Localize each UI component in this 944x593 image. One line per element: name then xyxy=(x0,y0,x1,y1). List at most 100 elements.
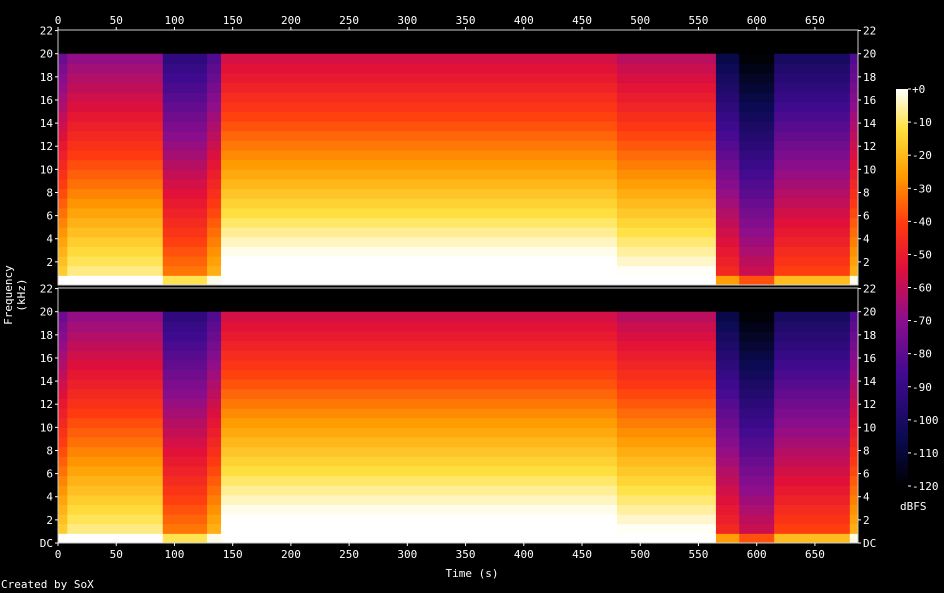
spectrogram-cell xyxy=(849,236,859,247)
spectrogram-cell xyxy=(715,101,740,113)
spectrogram-cell xyxy=(207,188,222,199)
x-tick-label: 600 xyxy=(747,548,767,561)
spectrogram-cell xyxy=(774,92,851,103)
spectrogram-cell xyxy=(162,53,208,64)
spectrogram-cell xyxy=(616,178,717,190)
spectrogram-cell xyxy=(207,92,222,103)
spectrogram-cell xyxy=(67,465,164,477)
x-tick-label: 100 xyxy=(165,548,185,561)
spectrogram-cell xyxy=(774,217,851,228)
spectrogram-cell xyxy=(67,504,164,515)
y-tick-label: 16 xyxy=(863,94,876,107)
spectrogram-cell xyxy=(162,275,208,286)
spectrogram-cell xyxy=(221,265,618,276)
spectrogram-cell xyxy=(739,369,775,380)
spectrogram-cell xyxy=(739,159,775,170)
spectrogram-cell xyxy=(715,92,740,103)
spectrogram-cell xyxy=(849,217,859,228)
colorbar-tick-label: -100 xyxy=(912,414,939,427)
spectrogram-cell xyxy=(849,121,859,132)
spectrogram-cell xyxy=(67,178,164,190)
colorbar xyxy=(896,89,908,486)
spectrogram-cell xyxy=(162,311,208,322)
spectrogram-cell xyxy=(616,504,717,515)
spectrogram-cell xyxy=(162,265,208,276)
spectrogram-cell xyxy=(58,256,68,267)
spectrogram-cell xyxy=(67,246,164,257)
spectrogram-cell xyxy=(774,188,851,199)
spectrogram-cell xyxy=(849,82,859,93)
spectrogram-cell xyxy=(774,494,851,505)
x-tick-label: 100 xyxy=(165,14,185,27)
spectrogram-cell xyxy=(67,456,164,467)
y-tick-label: 14 xyxy=(40,375,54,388)
spectrogram-cell xyxy=(67,227,164,238)
y-tick-label: 16 xyxy=(863,352,876,365)
spectrogram-cell xyxy=(67,427,164,438)
colorbar-tick-label: -40 xyxy=(912,215,932,228)
spectrogram-cell xyxy=(67,379,164,390)
y-tick-label: 6 xyxy=(863,210,870,223)
spectrogram-cell xyxy=(849,150,859,161)
spectrogram-cell xyxy=(58,514,68,525)
spectrogram-cell xyxy=(739,514,775,525)
spectrogram-cell xyxy=(58,169,68,180)
spectrogram-cell xyxy=(849,169,859,180)
x-tick-label: 300 xyxy=(397,548,417,561)
spectrogram-cell xyxy=(221,236,618,247)
spectrogram-cell xyxy=(58,533,68,544)
spectrogram-cell xyxy=(774,465,851,477)
spectrogram-cell xyxy=(616,140,717,151)
spectrogram-cell xyxy=(849,514,859,525)
y-tick-label: 2 xyxy=(863,514,870,527)
spectrogram-cell xyxy=(774,246,851,257)
spectrogram-cell xyxy=(616,340,717,351)
spectrogram-cell xyxy=(221,311,618,322)
spectrogram-cell xyxy=(715,436,740,448)
spectrogram-cell xyxy=(616,398,717,409)
spectrogram-cell xyxy=(774,198,851,209)
spectrogram-cell xyxy=(774,398,851,409)
spectrogram-cell xyxy=(715,82,740,93)
spectrogram-cell xyxy=(849,359,859,371)
spectrogram-cell xyxy=(715,169,740,180)
spectrogram-cell xyxy=(162,504,208,515)
spectrogram-cell xyxy=(221,121,618,132)
spectrogram-cell xyxy=(715,72,740,84)
spectrogram-cell xyxy=(67,369,164,380)
spectrogram-cell xyxy=(58,236,68,247)
spectrogram-cell xyxy=(739,446,775,457)
spectrogram-cell xyxy=(616,475,717,486)
y-tick-label: 10 xyxy=(40,421,53,434)
spectrogram-cell xyxy=(58,159,68,170)
spectrogram-cell xyxy=(162,246,208,257)
colorbar-tick-label: -30 xyxy=(912,182,932,195)
spectrogram-cell xyxy=(774,63,851,74)
y-tick-label: 18 xyxy=(40,329,53,342)
spectrogram-cell xyxy=(58,111,68,122)
spectrogram-cell xyxy=(849,140,859,151)
spectrogram-cell xyxy=(207,485,222,496)
spectrogram-cell xyxy=(849,523,859,534)
spectrogram-cell xyxy=(207,207,222,219)
spectrogram-cell xyxy=(162,456,208,467)
spectrogram-cell xyxy=(221,321,618,332)
spectrogram-cell xyxy=(162,236,208,247)
spectrogram-cell xyxy=(849,198,859,209)
spectrogram-cell xyxy=(715,246,740,257)
spectrogram-cell xyxy=(221,417,618,428)
spectrogram-cell xyxy=(616,101,717,113)
spectrogram-cell xyxy=(207,330,222,342)
spectrogram-cell xyxy=(221,446,618,457)
spectrogram-cell xyxy=(616,465,717,477)
spectrogram-cell xyxy=(616,130,717,141)
spectrogram-cell xyxy=(221,72,618,84)
spectrogram-cell xyxy=(58,369,68,380)
spectrogram-cell xyxy=(849,427,859,438)
spectrogram-cell xyxy=(58,121,68,132)
spectrogram-cell xyxy=(616,217,717,228)
spectrogram-cell xyxy=(849,330,859,342)
y-tick-label: 22 xyxy=(40,283,53,296)
spectrogram-cell xyxy=(715,198,740,209)
spectrogram-cell xyxy=(739,485,775,496)
